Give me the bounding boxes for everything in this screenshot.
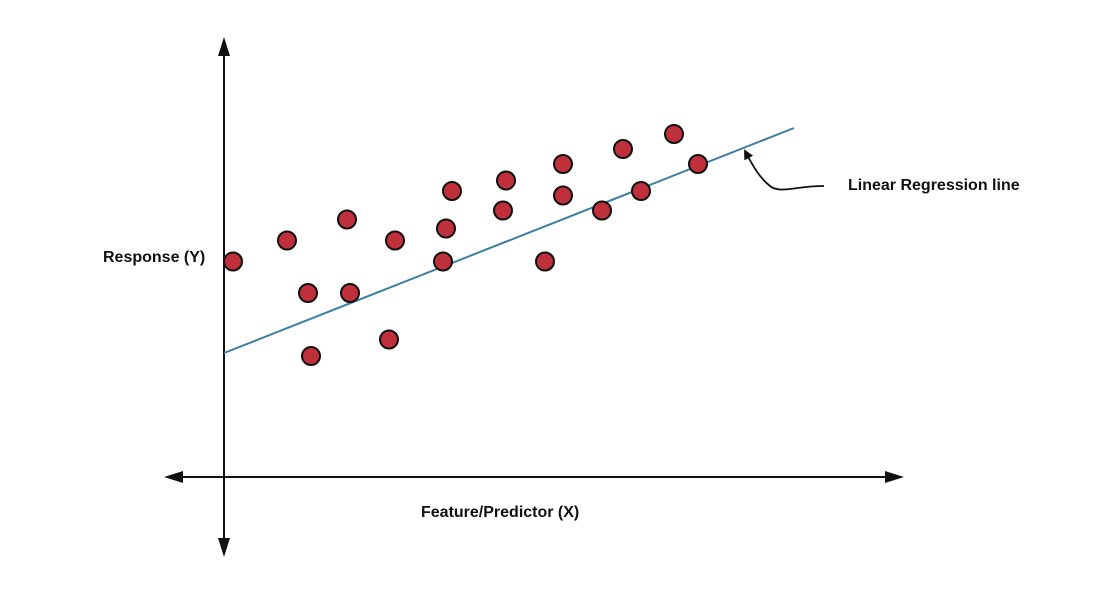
data-point — [496, 170, 516, 191]
data-point — [385, 230, 405, 251]
data-point — [379, 329, 399, 350]
data-point — [298, 283, 318, 303]
y-axis-label: Response (Y) — [103, 249, 206, 266]
x-axis-right-arrowhead — [885, 471, 904, 483]
data-point — [553, 154, 573, 174]
y-axis-top-arrowhead — [218, 37, 230, 56]
data-point — [340, 283, 360, 303]
data-point — [613, 139, 633, 159]
data-point — [631, 181, 651, 201]
data-point — [337, 209, 357, 230]
data-point — [442, 181, 462, 201]
data-point — [553, 185, 573, 206]
x-axis-label: Feature/Predictor (X) — [421, 504, 580, 521]
data-point — [664, 124, 684, 144]
data-point — [301, 346, 321, 366]
regression-line — [223, 127, 795, 354]
data-point — [436, 218, 456, 239]
data-point — [493, 200, 513, 221]
regression-line-label: Linear Regression line — [848, 177, 1020, 194]
y-axis — [218, 37, 230, 557]
data-point — [433, 251, 453, 272]
y-axis-bottom-arrowhead — [218, 538, 230, 557]
data-point — [535, 251, 555, 272]
data-points — [223, 124, 708, 366]
x-axis-left-arrowhead — [164, 471, 183, 483]
x-axis — [164, 471, 904, 483]
data-point — [223, 251, 243, 272]
data-point — [592, 200, 612, 221]
annotation-pointer-arrow — [744, 149, 825, 191]
data-point — [277, 230, 297, 251]
data-point — [688, 154, 708, 174]
